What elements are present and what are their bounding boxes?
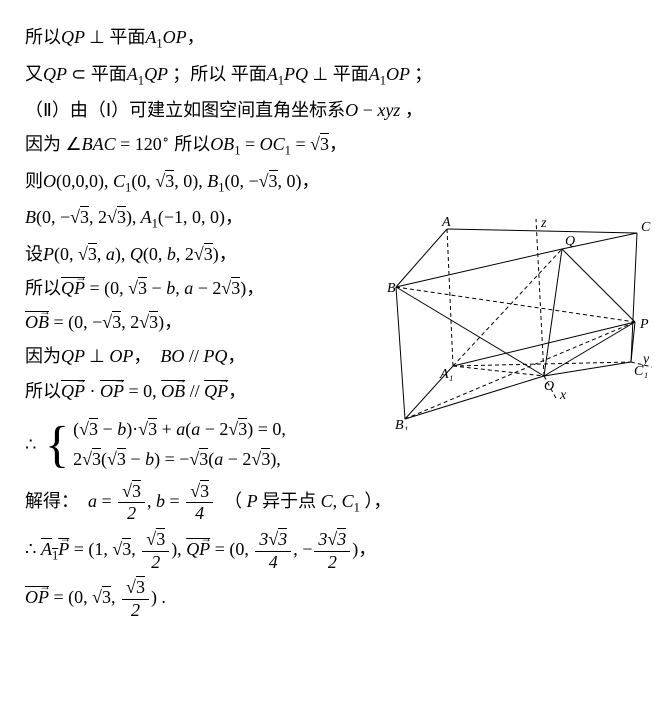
t: ， xyxy=(358,539,376,559)
t: 平面 xyxy=(109,27,145,47)
svg-text:B: B xyxy=(387,281,396,296)
t: ， xyxy=(246,278,264,298)
t: ， xyxy=(228,381,246,401)
line-15: OP = (0, √3, √32) . xyxy=(25,577,642,621)
line-2: 又QP ⊂ 平面A1QP ；所以 平面A1PQ ⊥ 平面A1OP ； xyxy=(25,57,642,94)
t: ， xyxy=(329,134,347,154)
line-3: （Ⅱ）由（Ⅰ）可建立如图空间直角坐标系O − xyz ， xyxy=(25,93,642,127)
svg-text:B₁: B₁ xyxy=(395,418,408,430)
t: ； xyxy=(414,64,432,84)
t: ， xyxy=(187,27,205,47)
t: （ P 异于点 C, C1 ） xyxy=(224,491,373,511)
t: ， xyxy=(133,346,151,366)
svg-text:y: y xyxy=(641,352,650,367)
svg-text:A: A xyxy=(441,215,451,230)
t: ， xyxy=(227,346,245,366)
line-4: 因为 ∠BAC = 120∘ 所以OB1 = OC1 = √3， xyxy=(25,127,642,164)
t: 平面 xyxy=(91,64,127,84)
t: 所以 xyxy=(25,278,61,298)
t: 因为 xyxy=(25,134,66,154)
t: ， xyxy=(164,312,182,332)
t: 所以 xyxy=(170,134,211,154)
t: ；所以 平面 xyxy=(172,64,267,84)
t: ， xyxy=(225,207,243,227)
svg-text:x: x xyxy=(559,388,567,403)
svg-text:P: P xyxy=(639,317,649,332)
line-13: 解得： a = √32, b = √34 （ P 异于点 C, C1 ）， xyxy=(25,481,642,525)
svg-text:A₁: A₁ xyxy=(439,367,453,382)
m: QP xyxy=(61,27,85,47)
t: 解得： xyxy=(25,491,79,511)
svg-text:z: z xyxy=(540,216,547,231)
t: ， xyxy=(405,100,423,120)
t: ， xyxy=(302,171,320,191)
t: 所以 xyxy=(25,27,61,47)
t: ， xyxy=(219,244,237,264)
t: （Ⅱ）由（Ⅰ）可建立如图空间直角坐标系 xyxy=(25,100,345,120)
line-5: 则O(0,0,0), C1(0, √3, 0), B1(0, −√3, 0)， xyxy=(25,164,642,201)
line-14: ∴ A1P = (1, √3, √32), QP = (0, 3√34, −3√… xyxy=(25,529,642,573)
svg-text:C: C xyxy=(641,220,651,235)
t: 设 xyxy=(25,244,43,264)
geometry-figure: ACBQPA₁OC₁B₁zxy xyxy=(387,215,652,430)
t: 则 xyxy=(25,171,43,191)
svg-text:O: O xyxy=(544,379,554,394)
line-1: 所以QP ⊥ 平面A1OP， xyxy=(25,20,642,57)
t: 又 xyxy=(25,64,43,84)
svg-text:Q: Q xyxy=(565,234,575,249)
t: 所以 xyxy=(25,381,61,401)
t: ， xyxy=(373,491,391,511)
text-body: 所以QP ⊥ 平面A1OP， 又QP ⊂ 平面A1QP ；所以 平面A1PQ ⊥… xyxy=(25,20,642,621)
t: 平面 xyxy=(333,64,369,84)
t: 因为 xyxy=(25,346,61,366)
